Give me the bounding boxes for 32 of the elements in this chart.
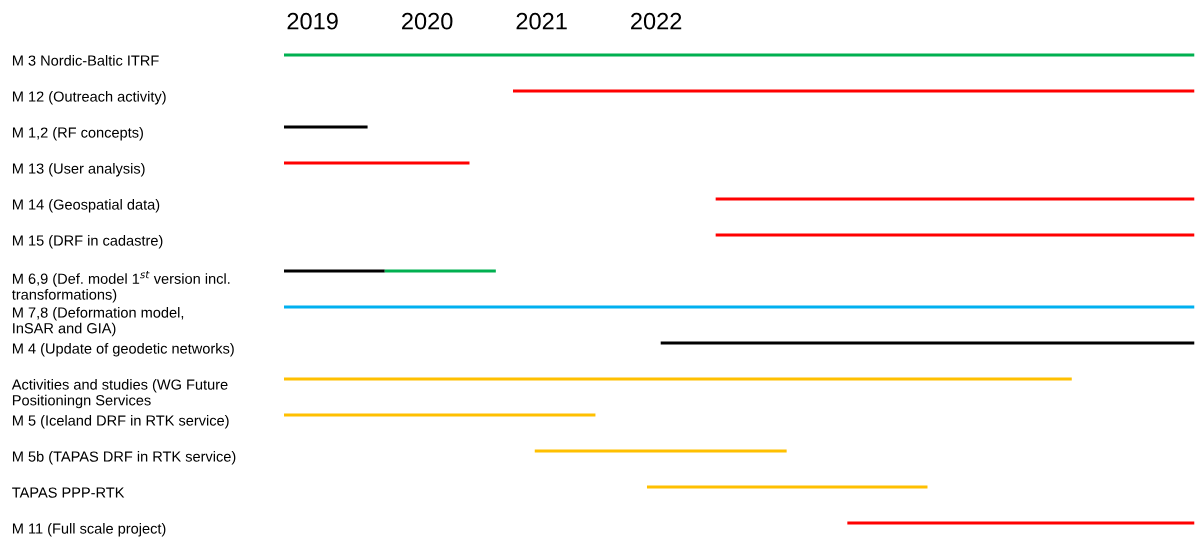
- bar: [384, 269, 496, 273]
- bar: [715, 197, 1195, 201]
- y-tick-label: M 12 (Outreach activity): [12, 91, 166, 105]
- y-tick-label: Activities and studies (WG Future Positioningn Services: [11, 379, 228, 409]
- bar: [284, 161, 470, 165]
- y-tick-label: M 3 Nordic-Baltic ITRF: [12, 55, 159, 66]
- bar: [646, 485, 928, 489]
- bar: [284, 305, 1195, 309]
- bar: [715, 233, 1195, 237]
- bar: [534, 449, 787, 453]
- y-tick-label: M 4 (Update of geodetic networks): [12, 343, 234, 357]
- bar: [284, 125, 368, 129]
- y-tick-label: M 14 (Geospatial data): [12, 199, 160, 213]
- category-label: M 6,9 (Def. model 1$^{st}$ version incl. transformations): [12, 271, 230, 303]
- x-tick-label: 2022: [631, 12, 682, 30]
- bar: [847, 521, 1195, 525]
- bar: [284, 269, 385, 273]
- y-tick-label: M 5b (TAPAS DRF in RTK service): [12, 451, 236, 465]
- bar: [513, 89, 1195, 93]
- y-tick-label: M 15 (DRF in cadastre): [12, 235, 163, 249]
- x-tick-label: 2021: [516, 12, 567, 30]
- y-tick-label: M 1,2 (RF concepts): [12, 127, 143, 141]
- y-tick-label: M 11 (Full scale project): [12, 523, 166, 537]
- y-tick-label: M 5 (Iceland DRF in RTK service): [12, 415, 229, 429]
- bar: [284, 377, 1072, 381]
- x-tick-label: 2019: [287, 12, 338, 30]
- y-tick-label: TAPAS PPP-RTK: [12, 487, 125, 498]
- bar: [660, 341, 1195, 345]
- x-tick-label: 2020: [402, 12, 453, 30]
- y-tick-label: M 13 (User analysis): [12, 163, 145, 177]
- bar: [284, 413, 596, 417]
- y-tick-label: M 7,8 (Deformation model, InSAR and GIA): [12, 307, 184, 337]
